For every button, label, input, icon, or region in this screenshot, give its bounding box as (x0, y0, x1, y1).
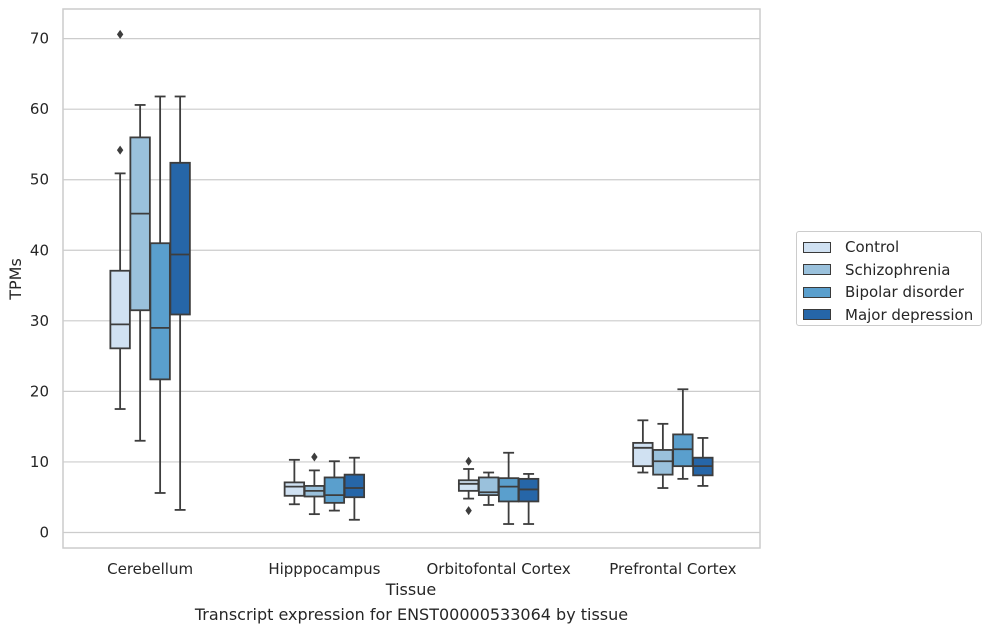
y-tick-labels: 0 10 20 30 40 50 60 70 (30, 30, 49, 542)
box-bipolar-disorder-orbitofontal-cortex (497, 451, 520, 525)
y-tick-label: 40 (30, 241, 49, 259)
y-tick-label: 0 (39, 523, 49, 541)
y-tick-label: 60 (30, 100, 49, 118)
legend-item-bipolar-disorder: Bipolar disorder (803, 281, 981, 304)
box-schizophrenia-cerebellum (129, 104, 151, 442)
box-major-depression-orbitofontal-cortex (517, 473, 540, 525)
iqr-box (149, 242, 171, 381)
legend-label-bipolar-disorder: Bipolar disorder (845, 283, 964, 302)
y-axis-label: TPMs (6, 258, 25, 301)
iqr-box (323, 476, 346, 504)
iqr-box (672, 433, 694, 468)
x-tick-label: Orbitofontal Cortex (427, 560, 571, 578)
y-tick-label: 10 (30, 453, 49, 471)
legend-item-control: Control (803, 236, 981, 259)
iqr-box (129, 136, 151, 312)
legend-label-schizophrenia: Schizophrenia (845, 260, 951, 279)
box-bipolar-disorder-hipppocampus (323, 460, 346, 512)
legend-swatch-bipolar-disorder (803, 286, 831, 298)
box-major-depression-cerebellum (169, 95, 191, 511)
box-schizophrenia-orbitofontal-cortex (477, 471, 500, 506)
outlier-point (116, 29, 124, 39)
box-bipolar-disorder-cerebellum (149, 95, 171, 494)
box-major-depression-prefrontal-cortex (692, 437, 714, 487)
y-tick-label: 50 (30, 171, 49, 189)
outlier-point (465, 456, 472, 466)
iqr-box (457, 479, 480, 492)
iqr-box (652, 449, 674, 476)
legend-swatch-schizophrenia (803, 264, 831, 276)
box-control-prefrontal-cortex (632, 419, 654, 474)
x-tick-labels: Cerebellum Hipppocampus Orbitofontal Corte… (107, 560, 736, 578)
box-plot-series (109, 29, 714, 525)
box-bipolar-disorder-prefrontal-cortex (672, 388, 694, 480)
legend-swatch-major-depression (803, 309, 831, 321)
iqr-box (109, 269, 131, 350)
box-major-depression-hipppocampus (343, 456, 366, 521)
chart-legend: Control Schizophrenia Bipolar disorder M… (796, 231, 982, 326)
iqr-box (632, 441, 654, 468)
iqr-box (169, 161, 191, 316)
x-axis-label: Tissue (385, 580, 436, 599)
iqr-box (497, 477, 520, 503)
legend-label-major-depression: Major depression (845, 305, 974, 324)
outlier-point (311, 452, 318, 462)
box-control-orbitofontal-cortex (457, 456, 480, 516)
chart-caption: Transcript expression for ENST0000053306… (194, 605, 629, 624)
plot-area-frame (62, 8, 761, 549)
legend-swatch-control (803, 241, 831, 253)
legend-item-schizophrenia: Schizophrenia (803, 259, 981, 282)
y-tick-label: 30 (30, 312, 49, 330)
box-control-hipppocampus (283, 458, 306, 506)
legend-item-major-depression: Major depression (803, 304, 981, 327)
x-tick-label: Prefrontal Cortex (609, 560, 736, 578)
legend-label-control: Control (845, 238, 900, 257)
y-tick-label: 20 (30, 382, 49, 400)
iqr-box (283, 481, 306, 497)
box-control-cerebellum (109, 29, 131, 410)
box-schizophrenia-prefrontal-cortex (652, 422, 674, 489)
x-tick-label: Hipppocampus (268, 560, 380, 578)
outlier-point (465, 506, 472, 516)
y-tick-label: 70 (30, 30, 49, 48)
outlier-point (116, 145, 124, 155)
iqr-box (343, 473, 366, 499)
x-tick-label: Cerebellum (107, 560, 193, 578)
